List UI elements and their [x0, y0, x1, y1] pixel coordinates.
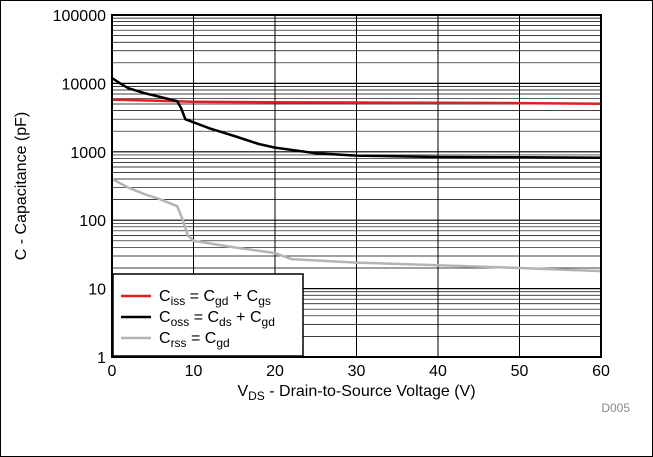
- x-tick-label: 0: [108, 363, 117, 380]
- figure-code: D005: [601, 401, 630, 415]
- x-tick-label: 30: [348, 363, 366, 380]
- x-tick-label: 20: [266, 363, 284, 380]
- y-tick-label: 10000: [62, 76, 107, 93]
- series-line-0: [111, 98, 602, 105]
- x-axis-label: VDS - Drain-to-Source Voltage (V): [237, 383, 475, 403]
- legend-entry-0: Ciss = Cgd + Cgs: [159, 288, 271, 308]
- y-tick-label: 1: [97, 350, 106, 367]
- y-tick-label: 100000: [53, 8, 106, 25]
- tick-labels: 0 10 20 30 40 50 60 1 10 100 1000 10000 100000: [53, 8, 610, 380]
- y-tick-label: 10: [88, 282, 106, 299]
- x-tick-label: 60: [592, 363, 610, 380]
- x-axis-label-rest: - Drain-to-Source Voltage (V): [265, 383, 476, 400]
- legend-entry-1: Coss = Cds + Cgd: [159, 309, 275, 329]
- plot-area-border: [111, 14, 602, 358]
- x-axis-label-main: V: [237, 383, 248, 400]
- series-line-2: [111, 177, 602, 273]
- y-axis-label: C - Capacitance (pF): [13, 112, 30, 261]
- series-lines: [111, 76, 602, 273]
- y-tick-label: 100: [79, 213, 106, 230]
- y-tick-label: 1000: [70, 145, 106, 162]
- legend-entry-2: Crss = Cgd: [159, 330, 230, 350]
- series-line-1: [111, 76, 602, 159]
- x-tick-label: 50: [511, 363, 529, 380]
- x-tick-label: 10: [185, 363, 203, 380]
- legend-box: [112, 273, 304, 357]
- x-axis-label-sub: DS: [248, 389, 265, 403]
- x-tick-label: 40: [429, 363, 447, 380]
